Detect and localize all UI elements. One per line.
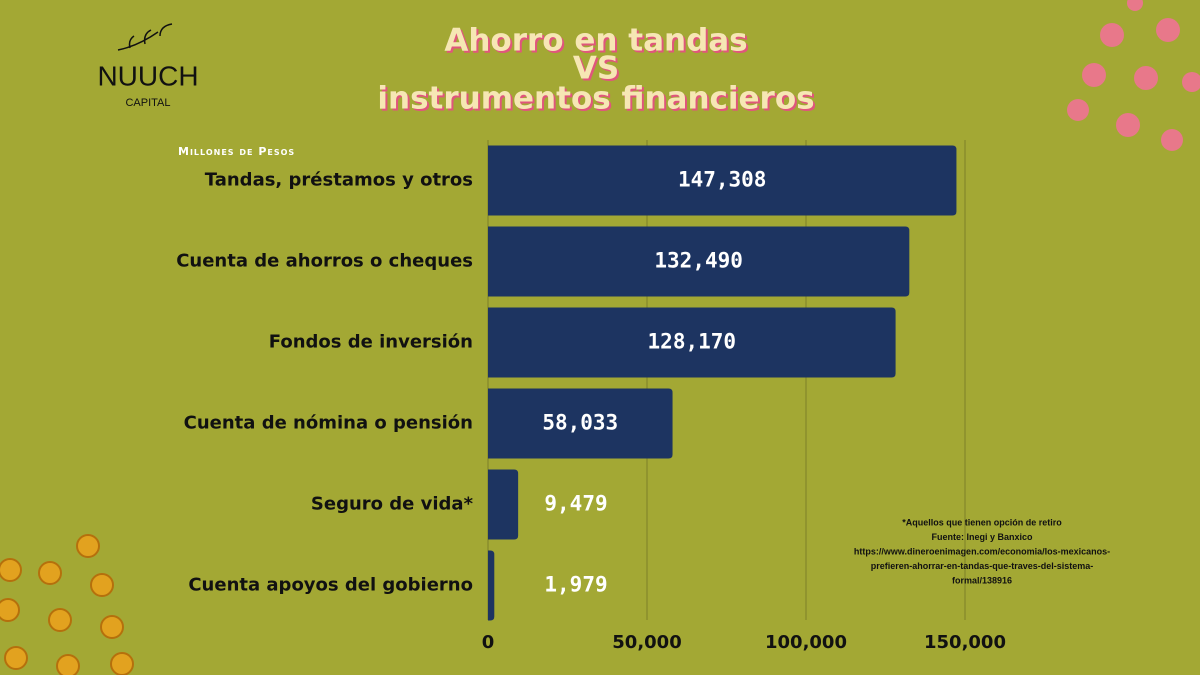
- x-tick-label: 0: [482, 632, 495, 653]
- logo-tagline: CAPITAL: [125, 97, 170, 109]
- logo-name: NUUCH: [97, 60, 198, 91]
- chart-title: Ahorro en tandas: [444, 23, 747, 59]
- data-label: 1,979: [544, 573, 607, 597]
- data-label: 147,308: [678, 168, 767, 192]
- y-tick-label: Seguro de vida*: [311, 494, 474, 515]
- note: *Aquellos que tienen opción de retiro: [902, 517, 1062, 527]
- unit-label: Millones de Pesos: [178, 145, 295, 158]
- decoration: [0, 534, 134, 675]
- chart-title: instrumentos financieros: [377, 81, 814, 117]
- chart-title: VS: [573, 51, 619, 87]
- y-tick-label: Fondos de inversión: [269, 332, 473, 353]
- bar: [488, 307, 896, 378]
- x-tick-label: 100,000: [765, 632, 847, 653]
- note: https://www.dineroenimagen.com/economia/…: [854, 546, 1110, 556]
- note: formal/138916: [952, 575, 1012, 585]
- decoration: [1067, 0, 1200, 151]
- y-tick-label: Cuenta apoyos del gobierno: [188, 575, 473, 596]
- bar: [488, 550, 495, 621]
- bar: [488, 226, 910, 297]
- data-label: 128,170: [648, 330, 737, 354]
- bar: [488, 469, 519, 540]
- data-label: 132,490: [654, 249, 743, 273]
- y-tick-label: Cuenta de ahorros o cheques: [176, 251, 473, 272]
- bar: [488, 145, 957, 216]
- bar: [488, 388, 673, 459]
- logo: NUUCH CAPITAL: [97, 23, 199, 109]
- data-label: 9,479: [544, 492, 607, 516]
- note: prefieren-ahorrar-en-tandas-que-traves-d…: [871, 561, 1094, 571]
- x-tick-label: 50,000: [612, 632, 681, 653]
- y-tick-label: Cuenta de nómina o pensión: [184, 413, 473, 434]
- data-label: 58,033: [542, 411, 618, 435]
- y-tick-label: Tandas, préstamos y otros: [205, 170, 473, 191]
- x-tick-label: 150,000: [924, 632, 1006, 653]
- note: Fuente: Inegi y Banxico: [931, 532, 1033, 542]
